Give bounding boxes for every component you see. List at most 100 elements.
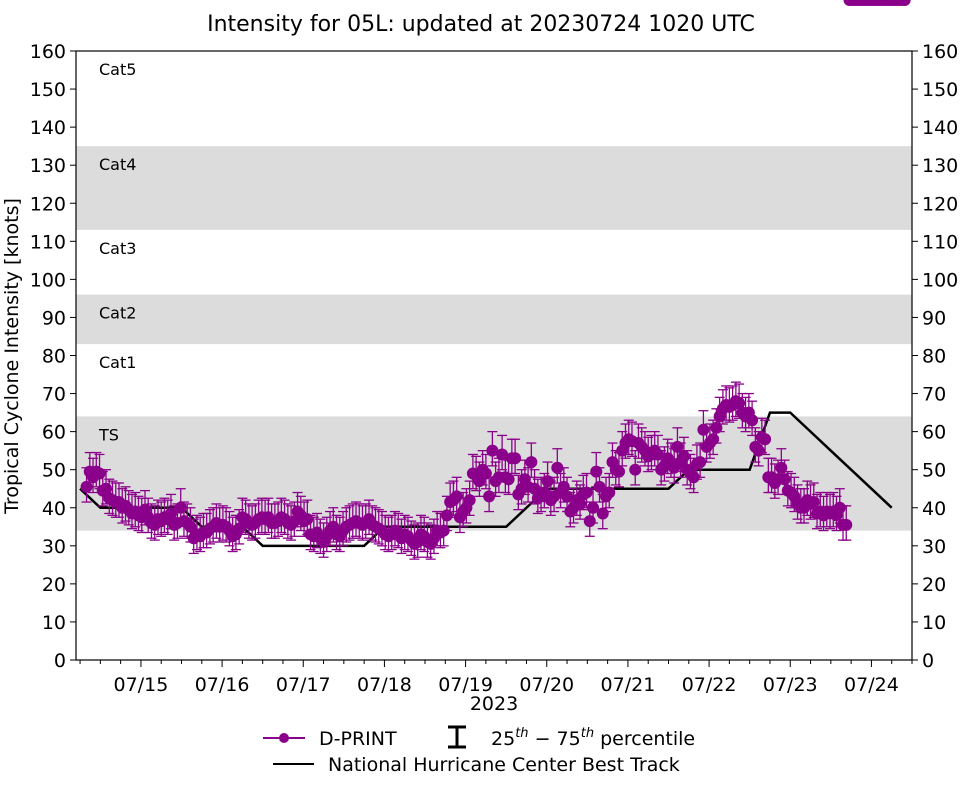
band-label-cat1: Cat1 [99, 353, 136, 372]
dprint-points [80, 0, 911, 550]
legend-entry-dprint: D-PRINT [263, 728, 397, 750]
dprint-point [694, 456, 707, 469]
y-tick-label-left: 140 [30, 117, 66, 139]
dprint-point [450, 490, 463, 503]
y-tick-label-right: 90 [922, 307, 946, 329]
x-tick-label: 07/17 [276, 674, 331, 696]
y-tick-label-left: 100 [30, 269, 66, 291]
dprint-point [509, 452, 522, 465]
dprint-point [587, 501, 600, 514]
y-tick-label-right: 140 [922, 117, 958, 139]
dprint-point [629, 463, 642, 476]
band-label-cat5: Cat5 [99, 60, 136, 79]
y-tick-label-right: 80 [922, 346, 946, 368]
dprint-point [697, 423, 710, 436]
y-tick-label-left: 160 [30, 41, 66, 63]
legend-dprint-marker [279, 733, 289, 743]
y-tick-label-right: 130 [922, 155, 958, 177]
dprint-point [840, 518, 853, 531]
dprint-point [561, 490, 574, 503]
y-tick-label-right: 50 [922, 460, 946, 482]
y-tick-label-right: 30 [922, 536, 946, 558]
y-tick-label-left: 0 [54, 650, 66, 672]
dprint-point [483, 490, 496, 503]
dprint-point [440, 509, 453, 522]
y-tick-label-right: 160 [922, 41, 958, 63]
dprint-point [833, 501, 846, 514]
dprint-point [580, 486, 593, 499]
y-tick-label-left: 120 [30, 193, 66, 215]
band-label-ts: TS [98, 425, 119, 444]
y-tick-label-right: 60 [922, 422, 946, 444]
dprint-point [233, 522, 246, 535]
band-label-cat2: Cat2 [99, 304, 136, 323]
dprint-point [778, 473, 791, 486]
y-tick-label-right: 120 [922, 193, 958, 215]
dprint-point [541, 475, 554, 488]
dprint-point [301, 513, 314, 526]
dprint-point [733, 397, 746, 410]
dprint-point [807, 496, 820, 509]
y-tick-label-left: 110 [30, 231, 66, 253]
x-tick-label: 07/15 [114, 674, 169, 696]
dprint-point [775, 461, 788, 474]
y-axis-label: Tropical Cyclone Intensity [knots] [1, 198, 23, 515]
dprint-point [590, 465, 603, 478]
y-tick-label-left: 80 [42, 346, 66, 368]
y-tick-label-right: 150 [922, 79, 958, 101]
dprint-point [525, 456, 538, 469]
dprint-point [898, 0, 911, 6]
legend-percentile-label: 25th − 75th percentile [491, 726, 695, 750]
dprint-point [603, 486, 616, 499]
dprint-point [502, 473, 515, 486]
dprint-point [746, 414, 759, 427]
y-tick-label-left: 90 [42, 307, 66, 329]
band-cat2 [76, 294, 912, 345]
dprint-point [651, 448, 664, 461]
y-tick-label-left: 60 [42, 422, 66, 444]
dprint-point [671, 440, 684, 453]
plot-frame [75, 50, 913, 661]
y-tick-label-right: 40 [922, 498, 946, 520]
dprint-point [687, 471, 700, 484]
dprint-point [612, 465, 625, 478]
y-tick-label-left: 50 [42, 460, 66, 482]
dprint-point [100, 482, 113, 495]
legend-entry-best-track: National Hurricane Center Best Track [273, 754, 680, 776]
dprint-point [574, 497, 587, 510]
dprint-point [463, 494, 476, 507]
y-tick-label-left: 70 [42, 384, 66, 406]
dprint-point [752, 444, 765, 457]
y-tick-label-right: 10 [922, 612, 946, 634]
x-tick-label: 07/18 [357, 674, 412, 696]
band-cat4 [76, 146, 912, 230]
band-label-cat4: Cat4 [99, 155, 136, 174]
dprint-point [710, 421, 723, 434]
dprint-point [479, 467, 492, 480]
x-tick-label: 07/22 [682, 674, 737, 696]
dprint-point [486, 444, 499, 457]
category-band-labels: TS Cat1 Cat2 Cat3 Cat4 Cat5 [98, 60, 136, 444]
y-tick-label-right: 100 [922, 269, 958, 291]
y-tick-label-left: 10 [42, 612, 66, 634]
y-tick-label-right: 0 [922, 650, 934, 672]
y-tick-label-left: 130 [30, 155, 66, 177]
y-tick-label-left: 40 [42, 498, 66, 520]
y-tick-label-left: 20 [42, 574, 66, 596]
x-tick-label: 07/23 [763, 674, 818, 696]
legend-dprint-label: D-PRINT [319, 728, 397, 750]
dprint-point [437, 524, 450, 537]
x-tick-label: 07/20 [519, 674, 574, 696]
x-axis-label: 2023 [470, 693, 518, 715]
dprint-point [593, 480, 606, 493]
y-axis-right-ticks: 0 10 20 30 40 50 60 70 80 90 100 110 120 130 140 150 160 [912, 41, 958, 672]
x-tick-label: 07/21 [601, 674, 656, 696]
x-tick-label: 07/19 [438, 674, 493, 696]
x-axis-ticks: 07/15 07/16 07/17 07/18 07/19 07/20 07/21 07/22… [79, 660, 913, 696]
y-tick-label-left: 150 [30, 79, 66, 101]
y-tick-label-right: 20 [922, 574, 946, 596]
legend-entry-percentile: 25th − 75th percentile [448, 725, 695, 750]
y-axis-left-ticks: 0 10 20 30 40 50 60 70 80 90 100 110 120 130 140 150 160 [30, 41, 76, 672]
dprint-point [80, 480, 93, 493]
